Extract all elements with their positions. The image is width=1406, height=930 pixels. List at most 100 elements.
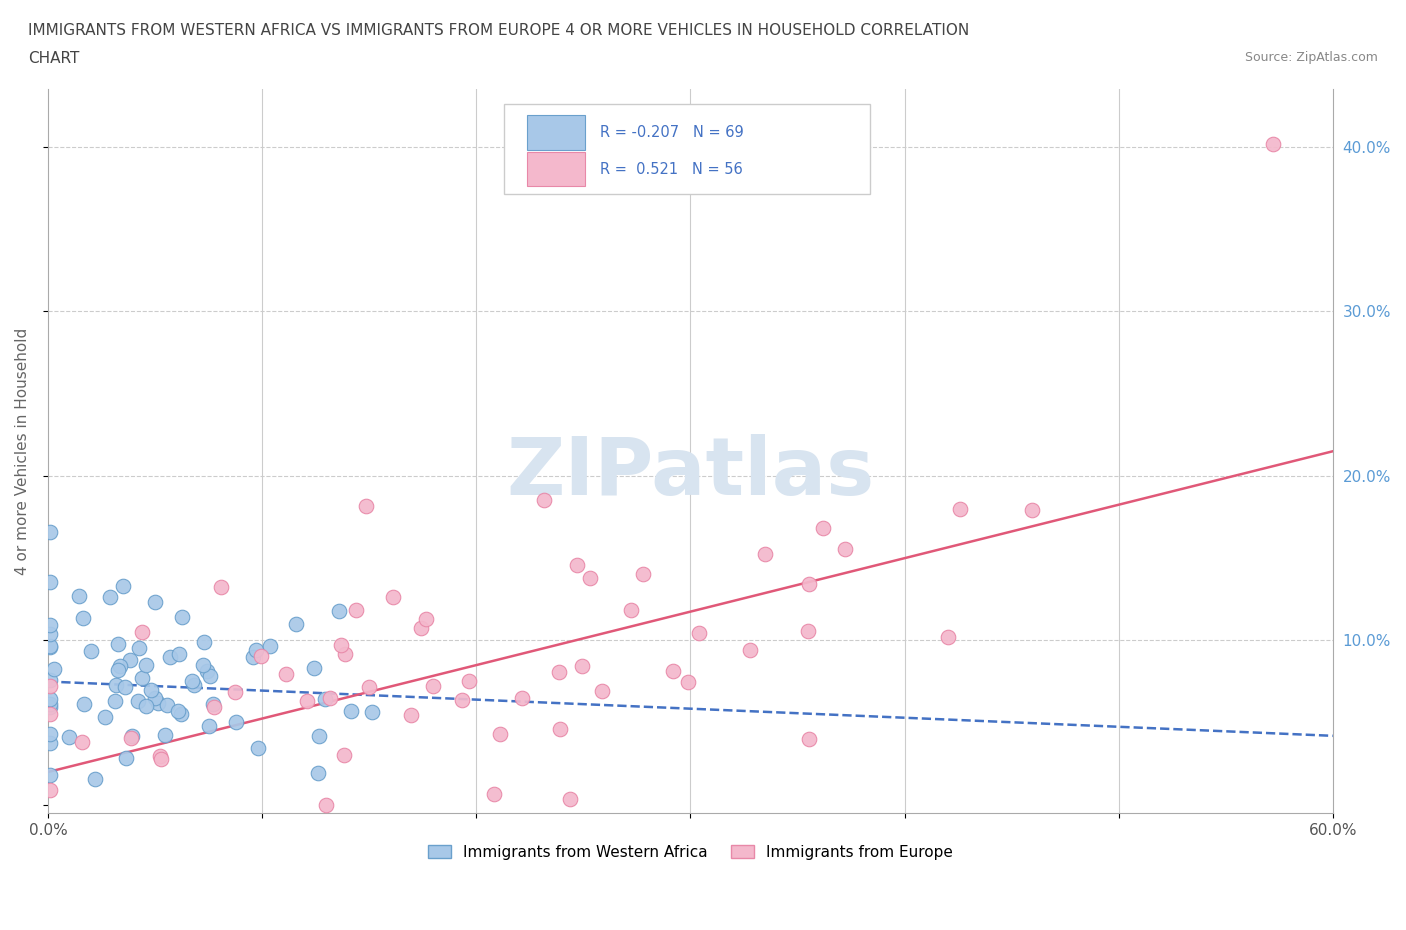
- Point: [676, 675, 699, 690]
- Point: [98, 589, 121, 604]
- Point: [579, 570, 602, 585]
- Point: [169, 646, 191, 661]
- Point: [409, 620, 432, 635]
- Point: [153, 728, 176, 743]
- Point: [834, 541, 856, 556]
- Point: [1021, 502, 1043, 517]
- Point: [307, 765, 329, 780]
- Point: [415, 611, 437, 626]
- Point: [302, 661, 325, 676]
- Point: [201, 698, 224, 712]
- Point: [482, 786, 505, 801]
- Point: [170, 609, 193, 624]
- Point: [571, 658, 593, 673]
- Point: [128, 640, 150, 655]
- Point: [548, 721, 571, 736]
- Point: [193, 634, 215, 649]
- Point: [58, 729, 80, 744]
- Point: [754, 547, 776, 562]
- Point: [42, 661, 65, 676]
- Point: [131, 624, 153, 639]
- Point: [93, 710, 115, 724]
- Point: [39, 783, 62, 798]
- Point: [159, 650, 181, 665]
- Point: [688, 626, 710, 641]
- Point: [399, 708, 422, 723]
- Point: [249, 648, 271, 663]
- Point: [565, 558, 588, 573]
- Point: [548, 664, 571, 679]
- Point: [620, 603, 643, 618]
- Point: [308, 728, 330, 743]
- Point: [740, 643, 762, 658]
- Point: [811, 521, 834, 536]
- Point: [797, 623, 820, 638]
- Point: [662, 664, 685, 679]
- Point: [149, 751, 172, 766]
- Point: [558, 791, 581, 806]
- Point: [315, 797, 337, 812]
- Point: [202, 699, 225, 714]
- Point: [328, 604, 350, 618]
- Point: [39, 691, 62, 706]
- Point: [344, 603, 367, 618]
- Point: [108, 658, 131, 673]
- Point: [170, 707, 193, 722]
- Point: [67, 589, 90, 604]
- Point: [224, 684, 246, 699]
- Text: R = -0.207   N = 69: R = -0.207 N = 69: [600, 126, 744, 140]
- Point: [148, 696, 170, 711]
- Point: [39, 627, 62, 642]
- Point: [510, 691, 533, 706]
- Point: [422, 678, 444, 693]
- Point: [134, 698, 156, 713]
- Point: [39, 699, 62, 714]
- Point: [114, 680, 136, 695]
- Point: [72, 697, 94, 711]
- Y-axis label: 4 or more Vehicles in Household: 4 or more Vehicles in Household: [15, 327, 30, 575]
- Point: [382, 590, 405, 604]
- Point: [156, 698, 179, 712]
- Point: [193, 658, 215, 672]
- Point: [107, 663, 129, 678]
- Point: [39, 679, 62, 694]
- Point: [198, 669, 221, 684]
- Point: [333, 646, 356, 661]
- Point: [285, 616, 308, 631]
- Point: [143, 691, 166, 706]
- Point: [488, 726, 510, 741]
- Point: [591, 684, 613, 698]
- Point: [39, 672, 62, 687]
- Point: [118, 653, 141, 668]
- Bar: [527, 115, 585, 150]
- Point: [39, 697, 62, 711]
- Point: [319, 690, 342, 705]
- Point: [247, 740, 270, 755]
- Point: [225, 715, 247, 730]
- Point: [949, 501, 972, 516]
- Legend: Immigrants from Western Africa, Immigrants from Europe: Immigrants from Western Africa, Immigran…: [427, 844, 953, 859]
- Point: [360, 705, 382, 720]
- Point: [115, 751, 138, 765]
- Text: CHART: CHART: [28, 51, 80, 66]
- Point: [39, 706, 62, 721]
- Point: [39, 768, 62, 783]
- Point: [333, 748, 356, 763]
- Text: Source: ZipAtlas.com: Source: ZipAtlas.com: [1244, 51, 1378, 64]
- Point: [533, 492, 555, 507]
- Point: [357, 680, 380, 695]
- Point: [274, 667, 297, 682]
- Point: [354, 499, 377, 514]
- Point: [39, 640, 62, 655]
- Point: [104, 694, 127, 709]
- Point: [936, 630, 959, 644]
- Point: [112, 578, 135, 593]
- Point: [209, 579, 232, 594]
- Point: [183, 678, 205, 693]
- Point: [83, 772, 105, 787]
- Bar: [527, 152, 585, 186]
- Point: [450, 692, 472, 707]
- Point: [39, 618, 62, 632]
- Point: [329, 637, 352, 652]
- Point: [197, 719, 219, 734]
